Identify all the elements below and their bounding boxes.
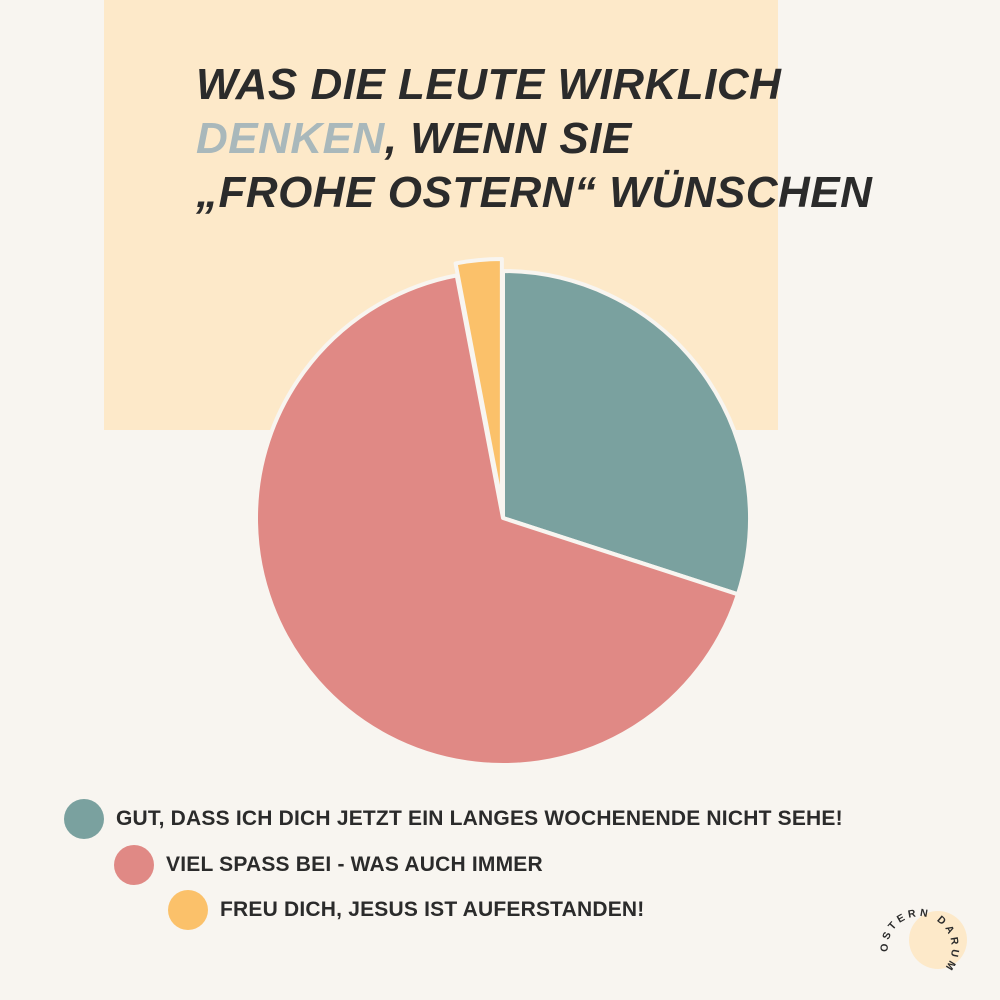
- legend-label-3: FREU DICH, JESUS IST AUFERSTANDEN!: [220, 898, 645, 921]
- pie-slice-salmon: [254, 273, 740, 767]
- legend-label-2: VIEL SPASS BEI - WAS AUCH IMMER: [166, 853, 543, 876]
- title-line-2-rest: , WENN SIE: [384, 114, 632, 163]
- legend-swatch-yellow: [168, 890, 208, 930]
- title-accent-word: DENKEN: [196, 114, 385, 163]
- legend-item-2: VIEL SPASS BEI - WAS AUCH IMMER: [114, 845, 543, 885]
- legend-swatch-teal: [64, 799, 104, 839]
- badge-circle: [909, 911, 967, 969]
- legend-item-1: GUT, DASS ICH DICH JETZT EIN LANGES WOCH…: [64, 799, 843, 839]
- legend-swatch-salmon: [114, 845, 154, 885]
- ostern-darum-badge: OSTERN DARUM: [878, 907, 967, 975]
- title-line-3: „FROHE OSTERN“ WÜNSCHEN: [196, 168, 873, 217]
- chart-title: WAS DIE LEUTE WIRKLICH DENKEN, WENN SIE …: [196, 58, 872, 220]
- legend-label-1: GUT, DASS ICH DICH JETZT EIN LANGES WOCH…: [116, 807, 843, 830]
- pie-slice-yellow: [453, 257, 504, 509]
- pie-slice-teal: [501, 269, 752, 597]
- legend-item-3: FREU DICH, JESUS IST AUFERSTANDEN!: [168, 890, 645, 930]
- title-line-1: WAS DIE LEUTE WIRKLICH: [196, 60, 782, 109]
